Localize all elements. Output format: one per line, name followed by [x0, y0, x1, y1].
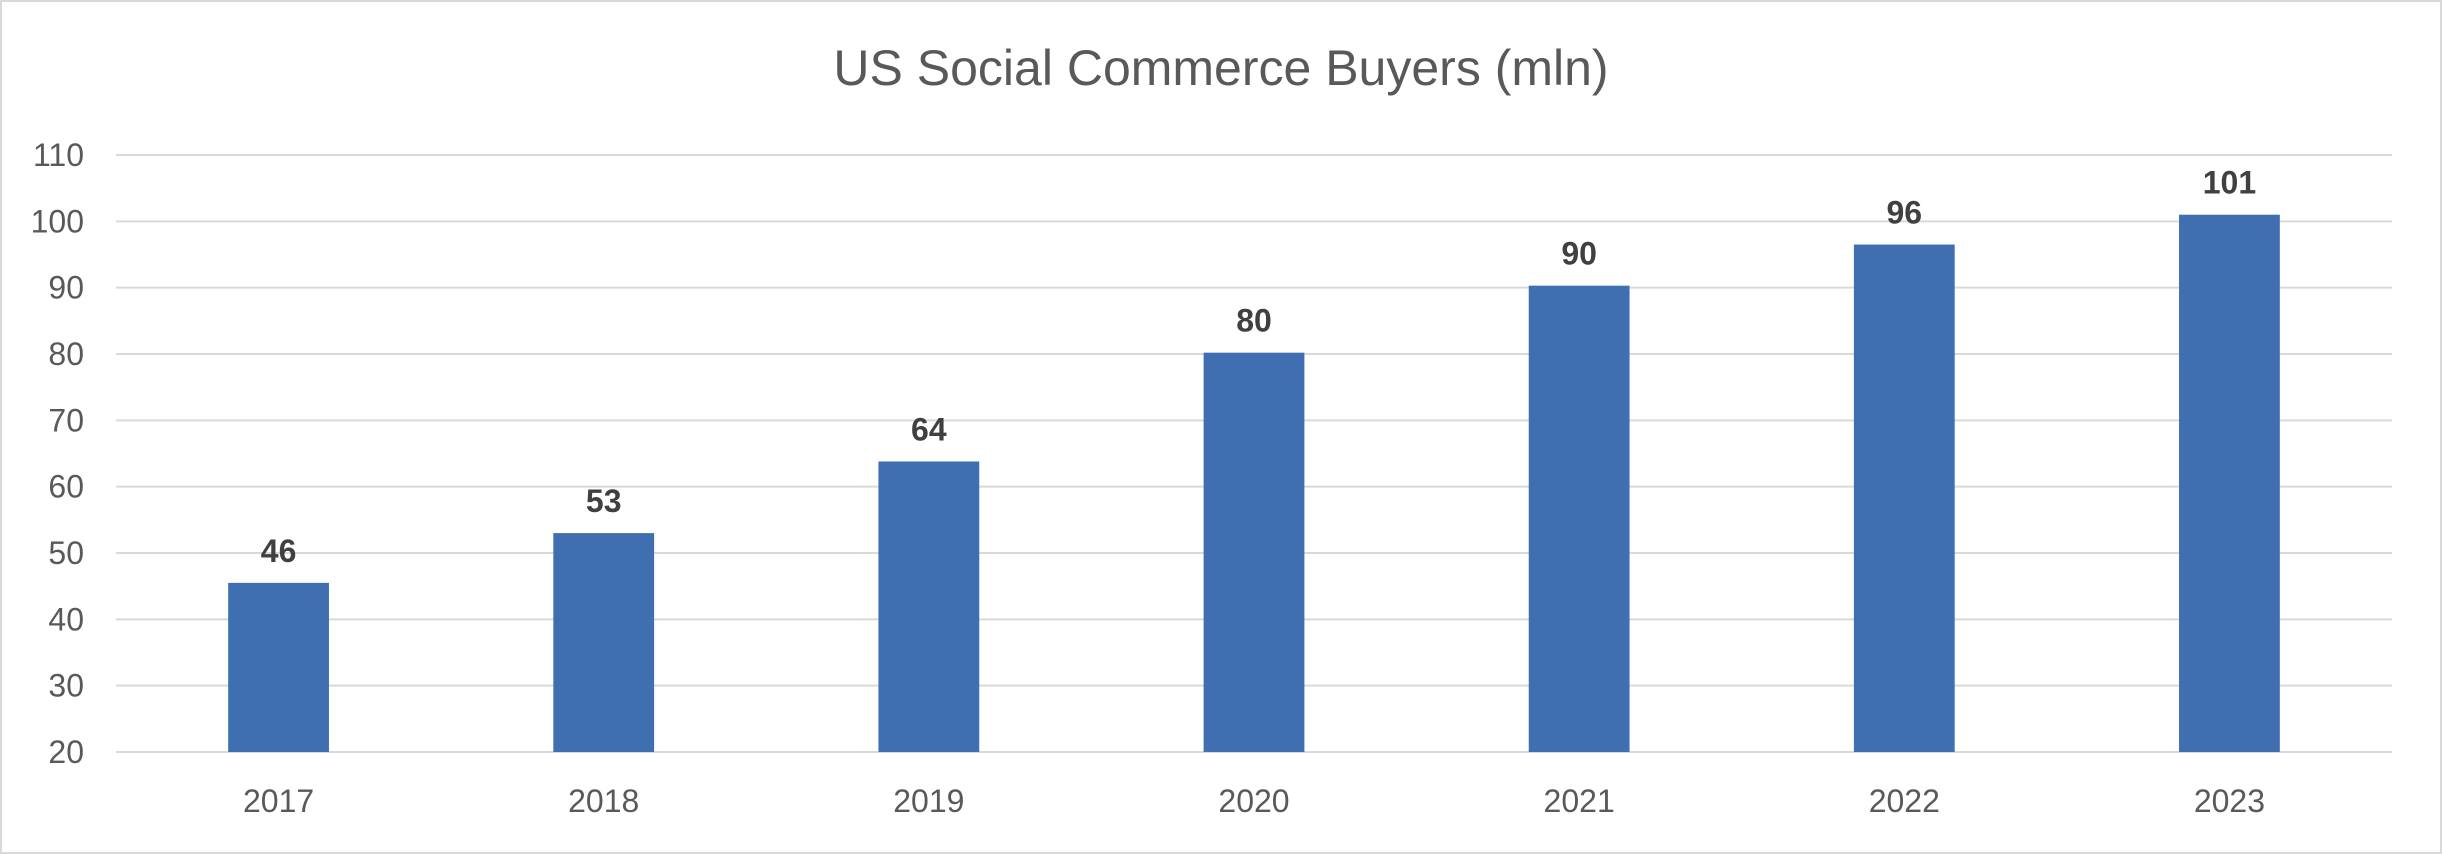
gridlines: [116, 154, 2392, 753]
data-label: 96: [1886, 195, 1922, 231]
x-axis-ticks: 2017 2018 2019 2020 2021 2022 2023: [243, 783, 2265, 819]
bar: [1528, 285, 1630, 752]
y-tick-label: 90: [48, 270, 84, 306]
y-tick-label: 110: [33, 137, 84, 173]
bars: [228, 214, 2280, 753]
y-tick-label: 60: [48, 469, 84, 505]
y-tick-label: 40: [48, 601, 84, 637]
y-tick-label: 50: [48, 535, 84, 571]
bar: [1853, 244, 1955, 753]
y-tick-label: 80: [48, 336, 84, 372]
bar: [878, 461, 980, 752]
x-tick-label: 2022: [1869, 783, 1940, 819]
bar: [1203, 352, 1305, 752]
y-axis-ticks: 20 30 40 50 60 70 80 90 100 110: [31, 137, 84, 770]
y-tick-label: 100: [31, 203, 84, 239]
data-label: 90: [1561, 236, 1597, 272]
x-tick-label: 2023: [2194, 783, 2265, 819]
data-label: 101: [2203, 165, 2256, 201]
y-tick-label: 30: [48, 668, 84, 704]
bar: [553, 533, 655, 752]
y-tick-label: 20: [48, 734, 84, 770]
x-tick-label: 2019: [893, 783, 964, 819]
bar: [2179, 214, 2280, 752]
chart-title: US Social Commerce Buyers (mln): [833, 40, 1608, 96]
x-tick-label: 2017: [243, 783, 314, 819]
x-tick-label: 2018: [568, 783, 639, 819]
x-tick-label: 2021: [1544, 783, 1615, 819]
data-label: 46: [261, 533, 297, 569]
y-tick-label: 70: [48, 402, 84, 438]
data-labels: 46 53 64 80 90 96 101: [261, 165, 2256, 569]
data-label: 53: [586, 483, 622, 519]
data-label: 64: [911, 411, 947, 447]
data-label: 80: [1236, 303, 1272, 339]
bar: [228, 582, 329, 752]
x-tick-label: 2020: [1218, 783, 1289, 819]
